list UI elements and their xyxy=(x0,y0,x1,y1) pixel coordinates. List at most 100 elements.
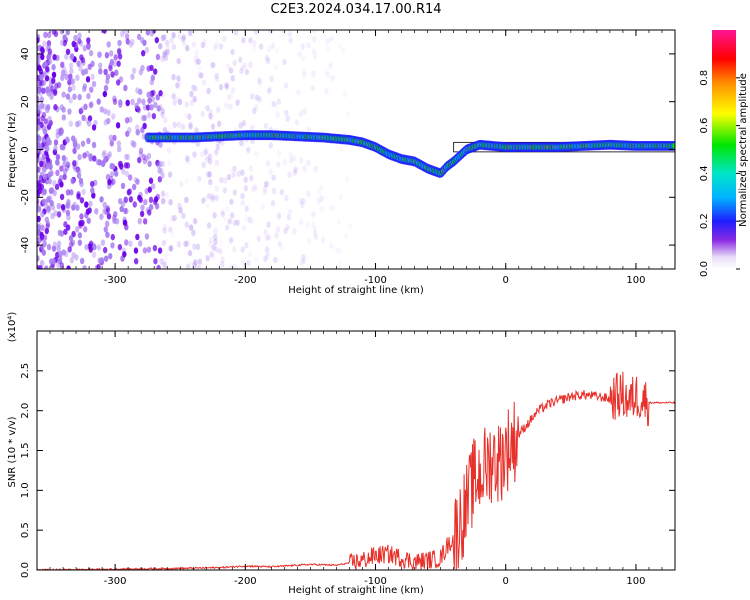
spectrogram-noise-cell xyxy=(94,264,100,269)
spectrogram-noise-cell xyxy=(172,99,177,106)
spectrogram-noise-cell xyxy=(311,222,316,229)
spectrogram-noise-cell xyxy=(181,212,186,219)
spectrogram-noise-cell xyxy=(266,221,271,228)
spectrogram-noise-cell xyxy=(271,174,276,181)
spectrogram-noise-cell xyxy=(76,193,81,200)
spectrogram-noise-cell xyxy=(112,60,117,67)
spectrogram-noise-cell xyxy=(240,64,245,72)
spectrogram-noise-cell xyxy=(206,171,211,178)
spectrogram-noise-cell xyxy=(47,119,53,127)
snr-ytick-label: 0.0 xyxy=(20,562,31,578)
spectrogram-noise-cell xyxy=(71,230,76,238)
spectrogram-noise-cell xyxy=(220,211,226,218)
spectrogram-noise-cell xyxy=(79,54,84,61)
spectrogram-noise-cell xyxy=(124,224,129,231)
spectrogram-noise-cell xyxy=(91,192,96,199)
spectrogram-noise-cell xyxy=(300,43,305,50)
spectrogram-noise-cell xyxy=(105,231,110,238)
spectrogram-noise-cell xyxy=(178,207,183,214)
spectrogram-noise-cell xyxy=(300,201,305,208)
spectrogram-noise-cell xyxy=(239,139,244,147)
spectrogram-noise-cell xyxy=(162,257,167,264)
spectrogram-noise-cell xyxy=(172,121,177,129)
spectrogram-noise-cell xyxy=(39,96,45,103)
spectrogram-noise-cell xyxy=(164,252,170,260)
spectrogram-noise-cell xyxy=(62,34,67,41)
spectrogram-noise-cell xyxy=(246,146,251,154)
spectrogram-noise-cell xyxy=(57,178,63,186)
spectrogram-noise-cell xyxy=(64,53,69,60)
spectrogram-noise-cell xyxy=(136,33,142,41)
spectrogram-noise-cell xyxy=(67,108,72,115)
spectrogram-noise-cell xyxy=(153,258,158,265)
spectrogram-noise-cell xyxy=(37,79,43,87)
spectrogram-noise-cell xyxy=(157,247,163,254)
spectrogram-noise-cell xyxy=(41,79,47,86)
spectrogram-noise-cell xyxy=(298,197,304,204)
spectrogram-noise-cell xyxy=(235,99,240,106)
spectrogram-noise-cell xyxy=(160,172,165,179)
spectrogram-noise-cell xyxy=(338,194,344,201)
spectrogram-noise-cell xyxy=(56,202,62,210)
spectrogram-noise-cell xyxy=(238,56,243,63)
snr-y-label: SNR (10 * v/v) xyxy=(7,416,18,487)
snr-axes: -300 -200 -100 0 100 0.0 0.5 1.0 1.5 2.0 2.5 xyxy=(20,331,676,587)
spectrogram-noise-cell xyxy=(165,39,170,47)
spectrogram-noise-cell xyxy=(218,83,224,91)
spectrogram-noise-cell xyxy=(41,249,47,256)
spectrogram-noise-cell xyxy=(197,65,203,72)
spectrogram-noise-cell xyxy=(110,71,115,78)
spectrogram-noise-cell xyxy=(99,257,105,264)
spectrogram-noise-cell xyxy=(241,37,246,44)
spectrogram-noise-cell xyxy=(334,247,339,254)
spectrogram-noise-cell xyxy=(213,43,218,51)
spectrogram-xtick-label: 100 xyxy=(626,275,645,286)
spectrogram-noise-cell xyxy=(185,157,190,165)
spectrogram-noise-cell xyxy=(137,156,142,164)
spectrogram-noise-cell xyxy=(196,58,201,65)
spectrogram-noise-cell xyxy=(160,107,165,115)
spectrogram-noise-cell xyxy=(205,105,210,112)
spectrogram-noise-cell xyxy=(153,196,159,203)
spectrogram-noise-cell xyxy=(84,201,89,208)
spectrogram-noise-cell xyxy=(123,207,128,215)
spectrogram-noise-cell xyxy=(311,48,317,55)
spectrogram-noise-cell xyxy=(271,100,276,108)
spectrogram-noise-cell xyxy=(176,75,181,82)
spectrogram-noise-cell xyxy=(200,41,206,49)
spectrogram-noise-cell xyxy=(265,249,270,257)
spectrogram-noise-cell xyxy=(88,240,94,247)
spectrogram-noise-cell xyxy=(220,256,225,263)
spectrogram-noise-cell xyxy=(228,236,234,244)
spectrogram-noise-cell xyxy=(77,32,82,39)
snr-xtick-label: -200 xyxy=(234,576,257,587)
spectrogram-noise-cell xyxy=(162,261,167,269)
spectrogram-noise-cell xyxy=(40,211,45,218)
spectrogram-noise-cell xyxy=(250,124,255,131)
spectrogram-noise-cell xyxy=(200,110,205,118)
spectrogram-noise-cell xyxy=(226,173,232,181)
spectrogram-noise-cell xyxy=(231,171,236,179)
spectrogram-noise-cell xyxy=(282,159,288,166)
spectrogram-noise-cell xyxy=(158,104,164,111)
spectrogram-noise-cell xyxy=(77,37,82,45)
spectrogram-noise-cell xyxy=(68,235,74,242)
spectrogram-noise-cell xyxy=(249,174,254,182)
spectrogram-noise-cell xyxy=(297,51,302,58)
spectrogram-noise-cell xyxy=(296,89,301,96)
spectrogram-noise-cell xyxy=(79,180,84,188)
spectrogram-noise-cell xyxy=(65,93,71,100)
spectrogram-noise-cell xyxy=(86,92,91,100)
spectrogram-noise-cell xyxy=(127,126,132,134)
spectrogram-noise-cell xyxy=(248,61,253,68)
spectrogram-noise-cell xyxy=(216,106,221,113)
spectrogram-noise-cell xyxy=(77,168,82,175)
spectrogram-noise-cell xyxy=(139,37,145,44)
spectrogram-noise-cell xyxy=(118,76,124,83)
spectrogram-noise-cell xyxy=(311,211,316,218)
spectrogram-noise-cell xyxy=(185,263,191,269)
spectrogram-noise-cell xyxy=(130,98,135,106)
spectrogram-noise-cell xyxy=(224,224,230,231)
spectrogram-noise-cell xyxy=(90,187,95,194)
